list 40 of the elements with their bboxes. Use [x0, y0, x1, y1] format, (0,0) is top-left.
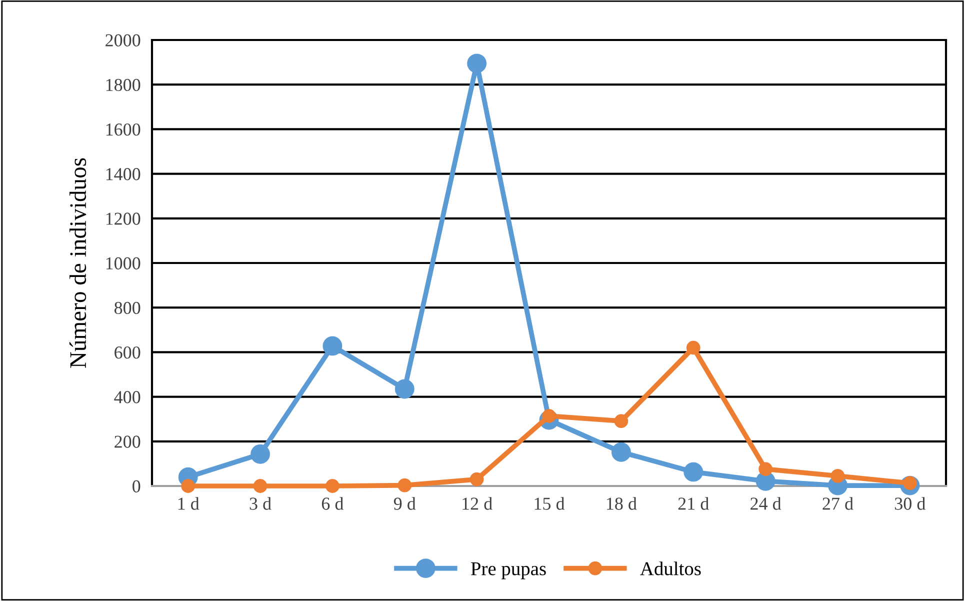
- y-tick-label: 200: [114, 436, 140, 448]
- x-tick-label: 12 d: [462, 497, 492, 510]
- x-tick-label: 15 d: [534, 497, 565, 510]
- point: [250, 444, 270, 464]
- point: [758, 462, 772, 476]
- y-tick-label: 1200: [106, 212, 140, 225]
- y-tick-label: 800: [114, 302, 140, 314]
- point: [611, 442, 631, 462]
- x-tick-label: 18 d: [606, 497, 637, 510]
- point: [686, 340, 700, 355]
- point: [322, 336, 342, 356]
- point: [253, 479, 268, 493]
- x-tick-label: 1 d: [178, 497, 200, 510]
- point: [614, 414, 628, 428]
- point: [394, 379, 414, 399]
- y-tick-label: 1600: [106, 123, 140, 136]
- point: [326, 479, 340, 493]
- y-tick-label: 1800: [106, 78, 140, 92]
- x-tick-label: 6 d: [322, 497, 344, 510]
- y-tick-label: 0: [132, 480, 140, 492]
- legend-label: Adultos: [640, 562, 701, 576]
- point: [467, 54, 487, 74]
- y-tick-label: 1000: [106, 257, 140, 270]
- point: [470, 472, 484, 486]
- x-tick-label: 21 d: [678, 497, 709, 510]
- y-tick-label: 2000: [106, 34, 140, 46]
- x-tick-label: 27 d: [822, 497, 854, 510]
- y-tick-label: 1400: [106, 168, 140, 180]
- x-tick-label: 9 d: [394, 497, 416, 510]
- x-tick-label: 3 d: [250, 497, 272, 510]
- x-tick-label: 24 d: [750, 497, 782, 510]
- point: [181, 479, 196, 493]
- point: [830, 469, 845, 483]
- point: [398, 478, 412, 492]
- y-tick-label: 600: [114, 346, 140, 359]
- y-tick-label: 400: [114, 391, 140, 404]
- legend-label: Pre pupas: [470, 562, 546, 580]
- y-axis-title: Número de individuos: [69, 158, 86, 368]
- point: [684, 462, 704, 482]
- x-tick-label: 30 d: [894, 497, 926, 510]
